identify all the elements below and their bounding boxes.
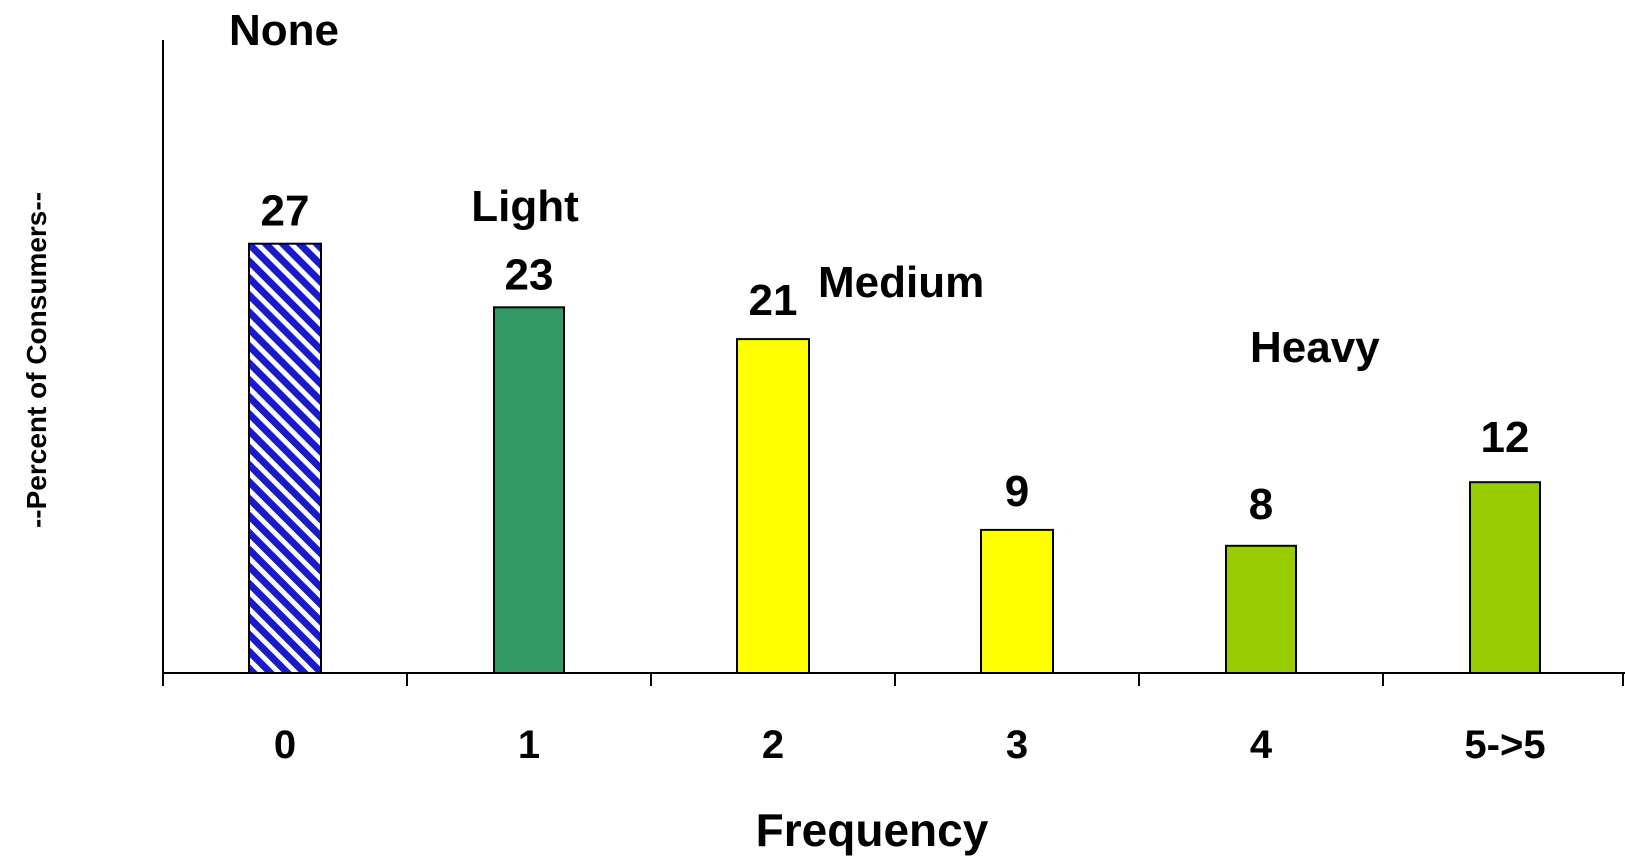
data-label: 12	[1481, 413, 1530, 462]
bar-5-5	[1469, 481, 1541, 675]
x-tick-label: 4	[1250, 723, 1273, 767]
bars-group	[248, 242, 1541, 675]
annotation-heavy: Heavy	[1250, 323, 1380, 372]
x-tick-label: 2	[762, 723, 784, 767]
x-axis-label: Frequency	[756, 804, 989, 856]
annotation-medium: Medium	[818, 258, 984, 307]
bar-0	[248, 242, 322, 674]
x-tick-label: 0	[274, 723, 296, 767]
x-tick-labels: 0 1 2 3 4 5->5	[274, 723, 1546, 767]
annotation-light: Light	[471, 182, 579, 231]
x-axis-ticks	[162, 673, 1624, 686]
data-label: 9	[1005, 467, 1029, 516]
data-label: 27	[261, 187, 310, 236]
y-axis-label: --Percent of Consumers--	[21, 192, 52, 528]
data-labels: 27 23 21 9 8 12	[261, 187, 1530, 529]
x-tick-label: 5->5	[1464, 723, 1545, 767]
annotation-none: None	[229, 6, 339, 55]
x-tick-label: 1	[518, 723, 540, 767]
bar-2	[736, 338, 810, 674]
bar-4	[1225, 544, 1297, 674]
segment-annotations: None Light Medium Heavy	[229, 6, 1380, 372]
data-label: 8	[1249, 480, 1273, 529]
data-label: 21	[749, 276, 798, 325]
x-tick-label: 3	[1006, 723, 1028, 767]
bar-1	[493, 306, 565, 674]
data-label: 23	[505, 250, 554, 299]
bar-3	[980, 528, 1054, 675]
